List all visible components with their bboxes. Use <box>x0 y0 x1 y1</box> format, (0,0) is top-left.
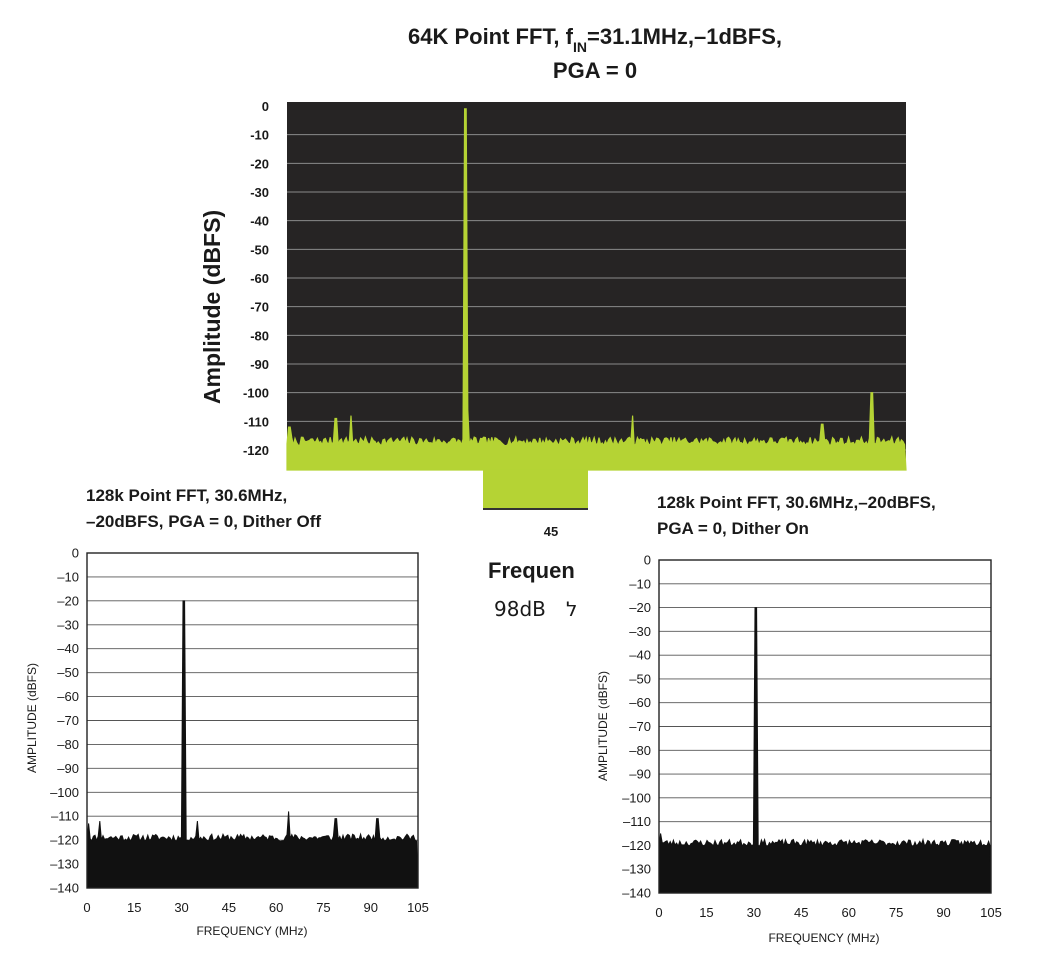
top-chart-y-tick-label: -30 <box>250 185 269 200</box>
left-chart-spectrum-trace <box>86 600 419 889</box>
right-chart-frame <box>658 559 992 894</box>
left-chart-x-tick-label: 60 <box>269 900 283 915</box>
top-chart-y-tick-label: -50 <box>250 242 269 257</box>
left-chart-y-ticks: 0 –10 –20 –30 –40 –50 –60 –70 –80 –90 –100 –110 –120… <box>50 546 79 896</box>
top-chart-y-tick-label: -90 <box>250 357 269 372</box>
top-chart-x-axis-label-fragment: Frequen <box>488 558 575 583</box>
left-chart-y-tick-label: –70 <box>57 713 79 728</box>
left-chart-y-tick-label: –30 <box>57 617 79 632</box>
top-chart-y-tick-label: -70 <box>250 300 269 315</box>
left-chart-y-tick-label: –140 <box>50 881 79 896</box>
right-chart-y-tick-label: –140 <box>622 886 651 901</box>
top-chart-y-tick-label: -120 <box>243 443 269 458</box>
left-chart-y-tick-label: –50 <box>57 665 79 680</box>
left-chart-x-ticks: 0 15 30 45 60 75 90 105 <box>83 900 428 915</box>
right-chart-y-tick-label: –70 <box>629 719 651 734</box>
top-chart-y-tick-label: 0 <box>262 99 269 114</box>
top-chart-y-tick-label: -20 <box>250 156 269 171</box>
right-chart-x-tick-label: 0 <box>655 905 662 920</box>
top-chart-title-line1: 64K Point FFT, fIN=31.1MHz,–1dBFS, <box>408 24 782 55</box>
right-chart-y-tick-label: 0 <box>644 553 651 568</box>
left-chart-y-tick-label: –80 <box>57 737 79 752</box>
right-chart-x-ticks: 0 15 30 45 60 75 90 105 <box>655 905 1001 920</box>
left-chart-y-tick-label: –110 <box>51 809 79 824</box>
right-chart-x-tick-label: 15 <box>699 905 713 920</box>
left-chart-frame <box>86 552 419 889</box>
left-chart-x-tick-label: 75 <box>316 900 330 915</box>
top-chart-y-ticks: 0 -10 -20 -30 -40 -50 -60 -70 -80 -90 -100 -110 -120 <box>243 99 269 458</box>
left-chart-y-tick-label: –60 <box>57 689 79 704</box>
right-chart-x-tick-label: 90 <box>936 905 950 920</box>
top-chart: 64K Point FFT, fIN=31.1MHz,–1dBFS, PGA =… <box>199 24 907 621</box>
right-chart-y-tick-label: –120 <box>622 838 651 853</box>
left-chart-y-tick-label: –120 <box>50 833 79 848</box>
top-chart-spectrum-trace <box>286 108 907 471</box>
left-chart-title-line2: –20dBFS, PGA = 0, Dither Off <box>86 512 321 531</box>
top-chart-annotation-fragment: 98dB <box>494 597 546 621</box>
top-chart-y-axis-label: Amplitude (dBFS) <box>199 210 225 404</box>
left-chart-x-tick-label: 105 <box>407 900 429 915</box>
left-chart-y-tick-label: –40 <box>57 641 79 656</box>
top-chart-x-tick-45: 45 <box>544 524 558 539</box>
right-chart-y-tick-label: –110 <box>623 814 651 829</box>
right-chart-y-ticks: 0 –10 –20 –30 –40 –50 –60 –70 –80 –90 –100 –110 –120… <box>622 553 651 901</box>
right-chart-x-axis-label: FREQUENCY (MHz) <box>768 931 879 945</box>
right-chart-y-tick-label: –60 <box>629 695 651 710</box>
top-chart-y-tick-label: -10 <box>250 128 269 143</box>
left-chart-x-tick-label: 15 <box>127 900 141 915</box>
top-chart-y-tick-label: -40 <box>250 214 269 229</box>
top-chart-title-line2: PGA = 0 <box>553 58 637 83</box>
left-chart-x-tick-label: 0 <box>83 900 90 915</box>
top-chart-plot-area <box>287 102 906 470</box>
right-chart-x-tick-label: 45 <box>794 905 808 920</box>
left-chart: 128k Point FFT, 30.6MHz, –20dBFS, PGA = … <box>25 486 429 938</box>
top-chart-y-tick-label: -110 <box>244 414 269 429</box>
right-chart-title-line1: 128k Point FFT, 30.6MHz,–20dBFS, <box>657 493 936 512</box>
right-chart-y-tick-label: –40 <box>629 648 651 663</box>
top-chart-y-tick-label: -60 <box>250 271 269 286</box>
right-chart-y-tick-label: –10 <box>629 576 651 591</box>
left-chart-y-tick-label: –100 <box>50 785 79 800</box>
annotation-arrow-glyph: ל <box>566 597 577 621</box>
right-chart-y-tick-label: –90 <box>629 767 651 782</box>
left-chart-x-tick-label: 90 <box>363 900 377 915</box>
right-chart-y-tick-label: –80 <box>629 743 651 758</box>
right-chart-y-tick-label: –50 <box>629 671 651 686</box>
right-chart-y-axis-label: AMPLITUDE (dBFS) <box>596 671 610 781</box>
left-chart-y-tick-label: –10 <box>57 569 79 584</box>
left-chart-y-tick-label: –90 <box>57 761 79 776</box>
right-chart-x-tick-label: 60 <box>841 905 855 920</box>
top-chart-y-tick-label: -100 <box>243 386 269 401</box>
left-chart-x-tick-label: 45 <box>222 900 236 915</box>
left-chart-title-line1: 128k Point FFT, 30.6MHz, <box>86 486 287 505</box>
right-chart-x-tick-label: 30 <box>747 905 761 920</box>
left-chart-y-tick-label: –130 <box>50 857 79 872</box>
left-chart-y-tick-label: –20 <box>57 593 79 608</box>
right-chart-spectrum-trace <box>658 607 992 894</box>
right-chart-title-line2: PGA = 0, Dither On <box>657 519 809 538</box>
right-chart-y-tick-label: –30 <box>629 624 651 639</box>
left-chart-x-axis-label: FREQUENCY (MHz) <box>196 924 307 938</box>
top-chart-floor-fill <box>483 470 588 508</box>
top-chart-gridlines <box>287 134 906 451</box>
right-chart-x-tick-label: 75 <box>889 905 903 920</box>
right-chart-y-tick-label: –20 <box>629 600 651 615</box>
right-chart: 128k Point FFT, 30.6MHz,–20dBFS, PGA = 0… <box>596 493 1002 945</box>
right-chart-x-tick-label: 105 <box>980 905 1002 920</box>
left-chart-y-tick-label: 0 <box>72 546 79 561</box>
right-chart-y-tick-label: –100 <box>622 790 651 805</box>
top-chart-y-tick-label: -80 <box>250 328 269 343</box>
right-chart-y-tick-label: –130 <box>622 862 651 877</box>
left-chart-y-axis-label: AMPLITUDE (dBFS) <box>25 663 39 773</box>
left-chart-x-tick-label: 30 <box>174 900 188 915</box>
